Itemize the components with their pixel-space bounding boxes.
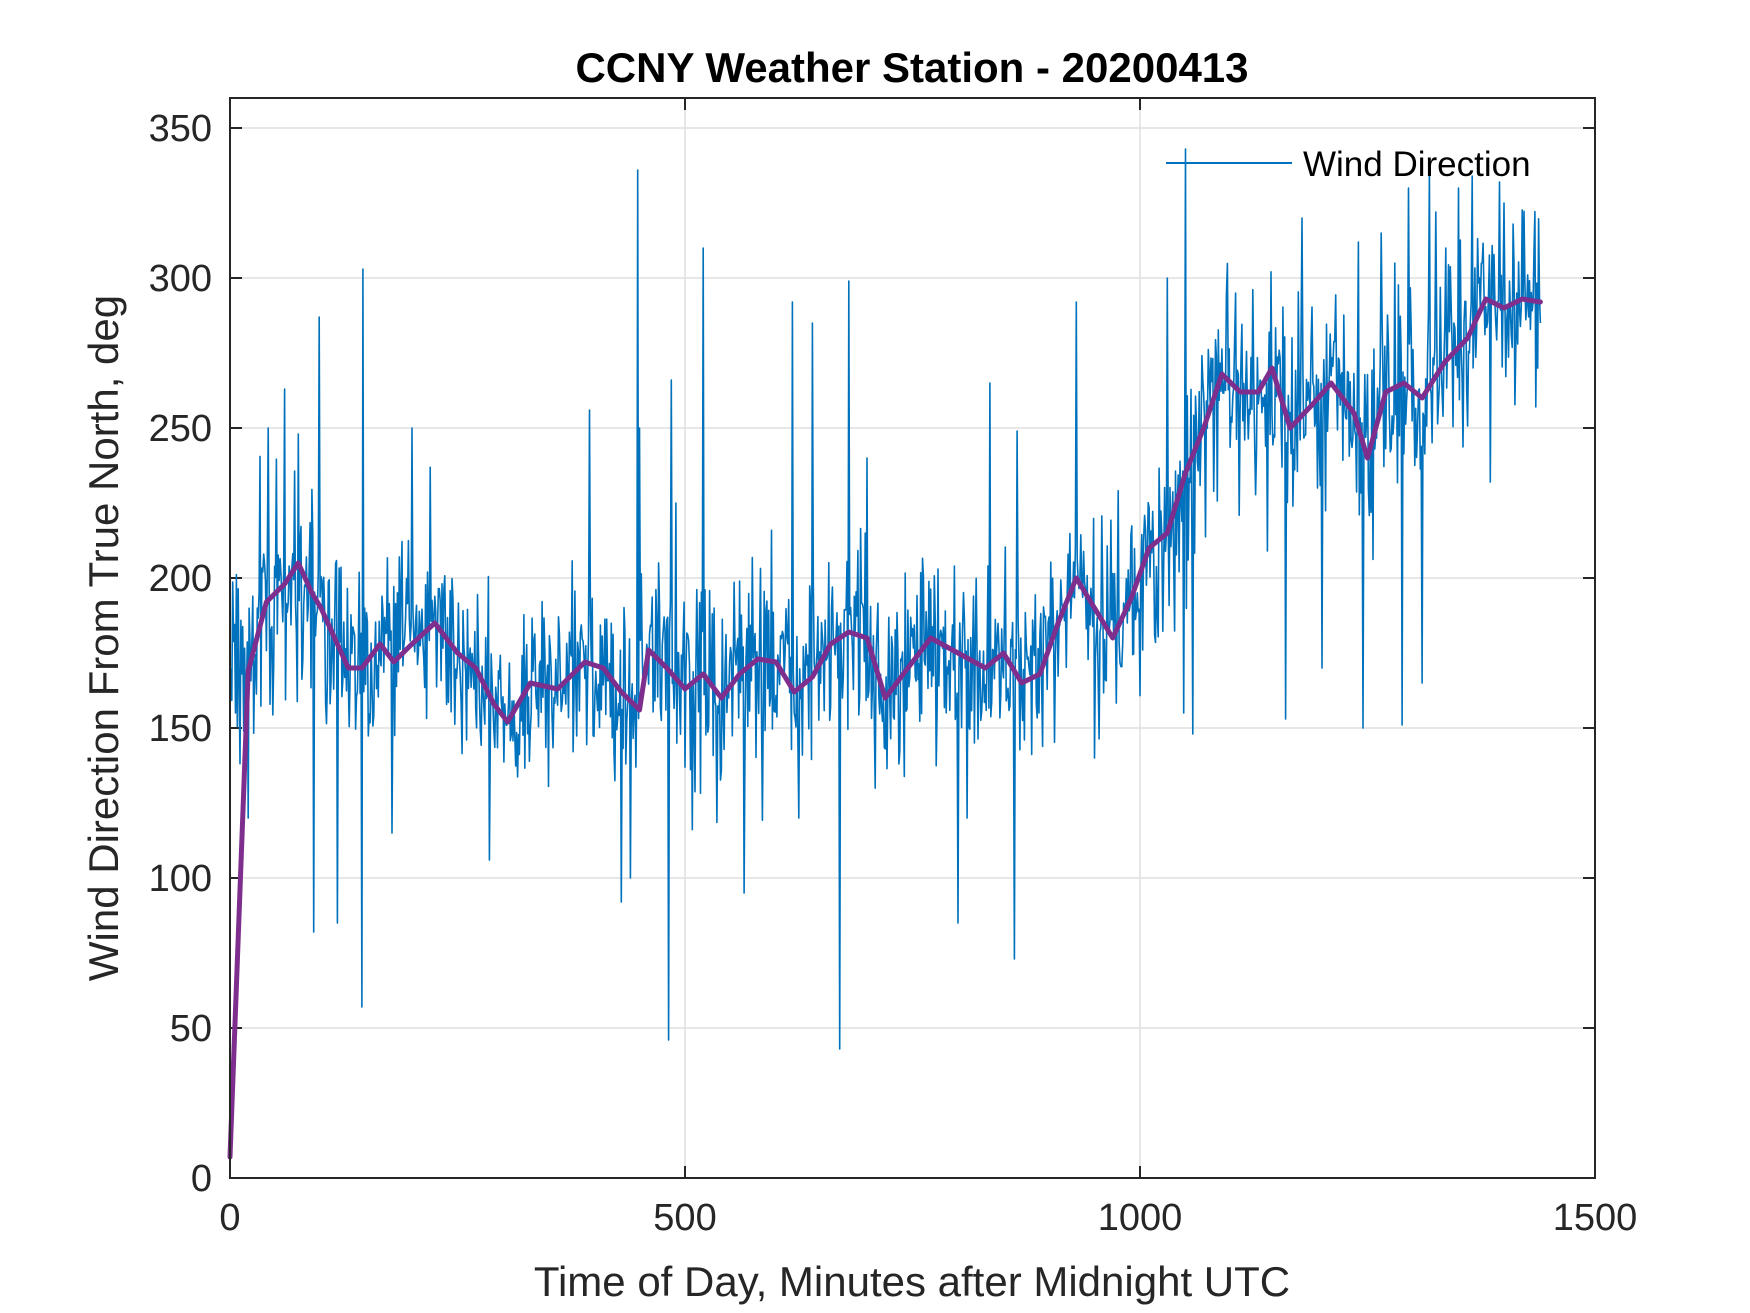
y-tick-labels: 0 50 100 150 200 250 300 350 (149, 108, 212, 1200)
y-tick-label-250: 250 (149, 408, 212, 450)
x-tick-label-500: 500 (653, 1197, 716, 1239)
y-tick-label-100: 100 (149, 858, 212, 900)
y-tick-label-350: 350 (149, 108, 212, 150)
series-line-wind-direction (229, 148, 1542, 1050)
y-axis-label: Wind Direction From True North, deg (80, 295, 127, 981)
x-tick-labels: 0 500 1000 1500 (219, 1197, 1637, 1239)
axes-box (229, 97, 1596, 1179)
x-tick-label-1500: 1500 (1553, 1197, 1638, 1239)
y-tick-label-200: 200 (149, 558, 212, 600)
x-tick-label-1000: 1000 (1098, 1197, 1183, 1239)
y-tick-label-150: 150 (149, 708, 212, 750)
legend: Wind Direction (1166, 145, 1531, 184)
data-series (227, 148, 1543, 1160)
y-tick-label-50: 50 (170, 1008, 212, 1050)
y-tick-label-300: 300 (149, 258, 212, 300)
series-line-moving-average (227, 296, 1543, 1160)
x-tick-label-0: 0 (219, 1197, 240, 1239)
legend-entry-wind-direction: Wind Direction (1303, 145, 1531, 184)
chart-title: CCNY Weather Station - 20200413 (575, 44, 1248, 91)
x-axis-label: Time of Day, Minutes after Midnight UTC (534, 1258, 1290, 1305)
y-tick-label-0: 0 (191, 1158, 212, 1200)
